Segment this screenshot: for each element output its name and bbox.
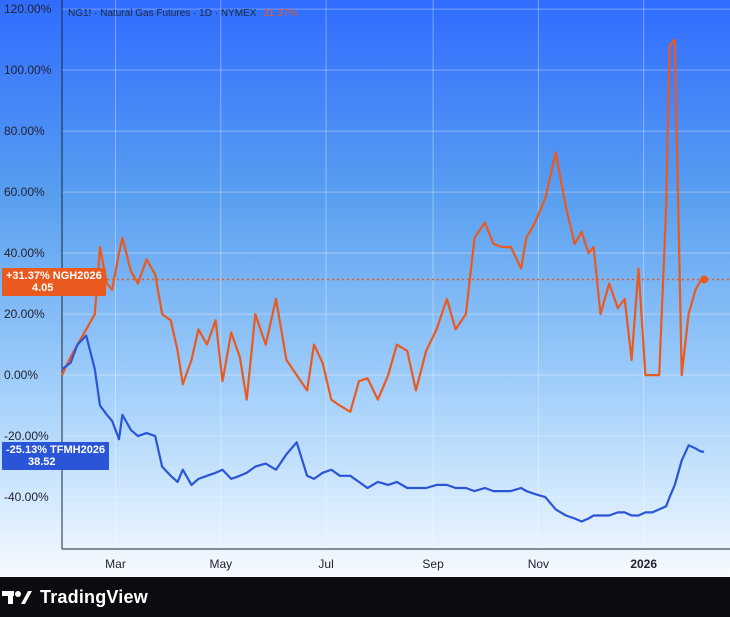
ngh-badge-price: 4.05 bbox=[32, 282, 54, 294]
tradingview-logo-icon bbox=[2, 591, 32, 604]
ngh-badge-ticker: NGH2026 bbox=[52, 270, 102, 282]
tfmh-badge-pct: -25.13% bbox=[6, 444, 47, 456]
ngh-badge-pct: +31.37% bbox=[6, 270, 50, 282]
y-tick-label: 80.00% bbox=[4, 124, 45, 139]
series-line-ngh2026[interactable] bbox=[61, 38, 705, 413]
y-tick-label: 0.00% bbox=[4, 368, 39, 383]
series-line-tfmh2026[interactable] bbox=[61, 334, 705, 523]
y-tick-label: 120.00% bbox=[4, 2, 52, 17]
x-tick-label: Mar bbox=[105, 557, 126, 571]
tfmh-badge[interactable]: -25.13% TFMH2026 38.52 bbox=[2, 442, 110, 470]
x-tick-label: Sep bbox=[422, 557, 444, 571]
x-tick-label: Nov bbox=[527, 557, 550, 571]
x-tick-label: May bbox=[209, 557, 233, 571]
x-tick-label: 2026 bbox=[630, 557, 658, 571]
y-tick-label: 20.00% bbox=[4, 307, 45, 322]
ngh-end-marker bbox=[700, 275, 709, 284]
y-tick-label: 40.00% bbox=[4, 246, 45, 261]
y-tick-label: 60.00% bbox=[4, 185, 45, 200]
y-tick-label: -20.00% bbox=[4, 429, 49, 444]
ngh-badge[interactable]: +31.37% NGH2026 4.05 bbox=[2, 268, 106, 296]
legend-title: NG1! · Natural Gas Futures · 1D · NYMEX bbox=[68, 8, 257, 19]
chart-svg[interactable] bbox=[0, 0, 730, 577]
tfmh-badge-price: 38.52 bbox=[28, 456, 56, 468]
tfmh-badge-ticker: TFMH2026 bbox=[50, 444, 106, 456]
legend-change: 31.37% bbox=[263, 8, 298, 19]
brand-name: TradingView bbox=[40, 586, 148, 607]
footer: TradingView bbox=[0, 577, 730, 617]
tradingview-logo[interactable]: TradingView bbox=[0, 577, 148, 617]
y-tick-label: -40.00% bbox=[4, 490, 49, 505]
chart-area[interactable]: NG1! · Natural Gas Futures · 1D · NYMEX … bbox=[0, 0, 730, 577]
y-tick-label: 100.00% bbox=[4, 63, 52, 78]
legend: NG1! · Natural Gas Futures · 1D · NYMEX … bbox=[68, 8, 297, 19]
x-tick-label: Jul bbox=[318, 557, 334, 571]
